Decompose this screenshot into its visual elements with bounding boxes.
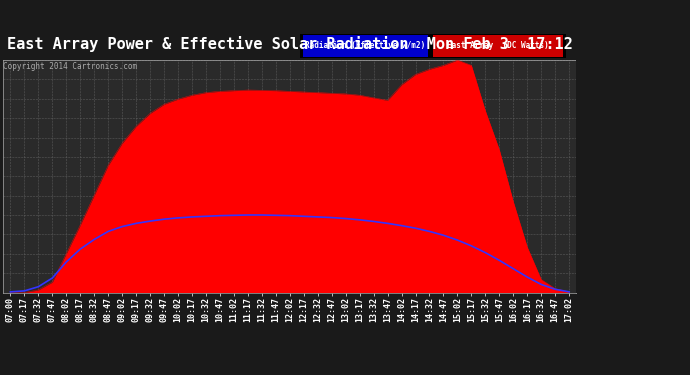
Text: Copyright 2014 Cartronics.com: Copyright 2014 Cartronics.com [3, 62, 137, 71]
Text: East Array  (DC Watts): East Array (DC Watts) [447, 42, 549, 51]
Text: Radiation (Effective w/m2): Radiation (Effective w/m2) [305, 42, 425, 51]
FancyBboxPatch shape [433, 35, 563, 57]
Text: East Array Power & Effective Solar Radiation  Mon Feb 3  17:12: East Array Power & Effective Solar Radia… [7, 36, 573, 52]
FancyBboxPatch shape [303, 35, 428, 57]
